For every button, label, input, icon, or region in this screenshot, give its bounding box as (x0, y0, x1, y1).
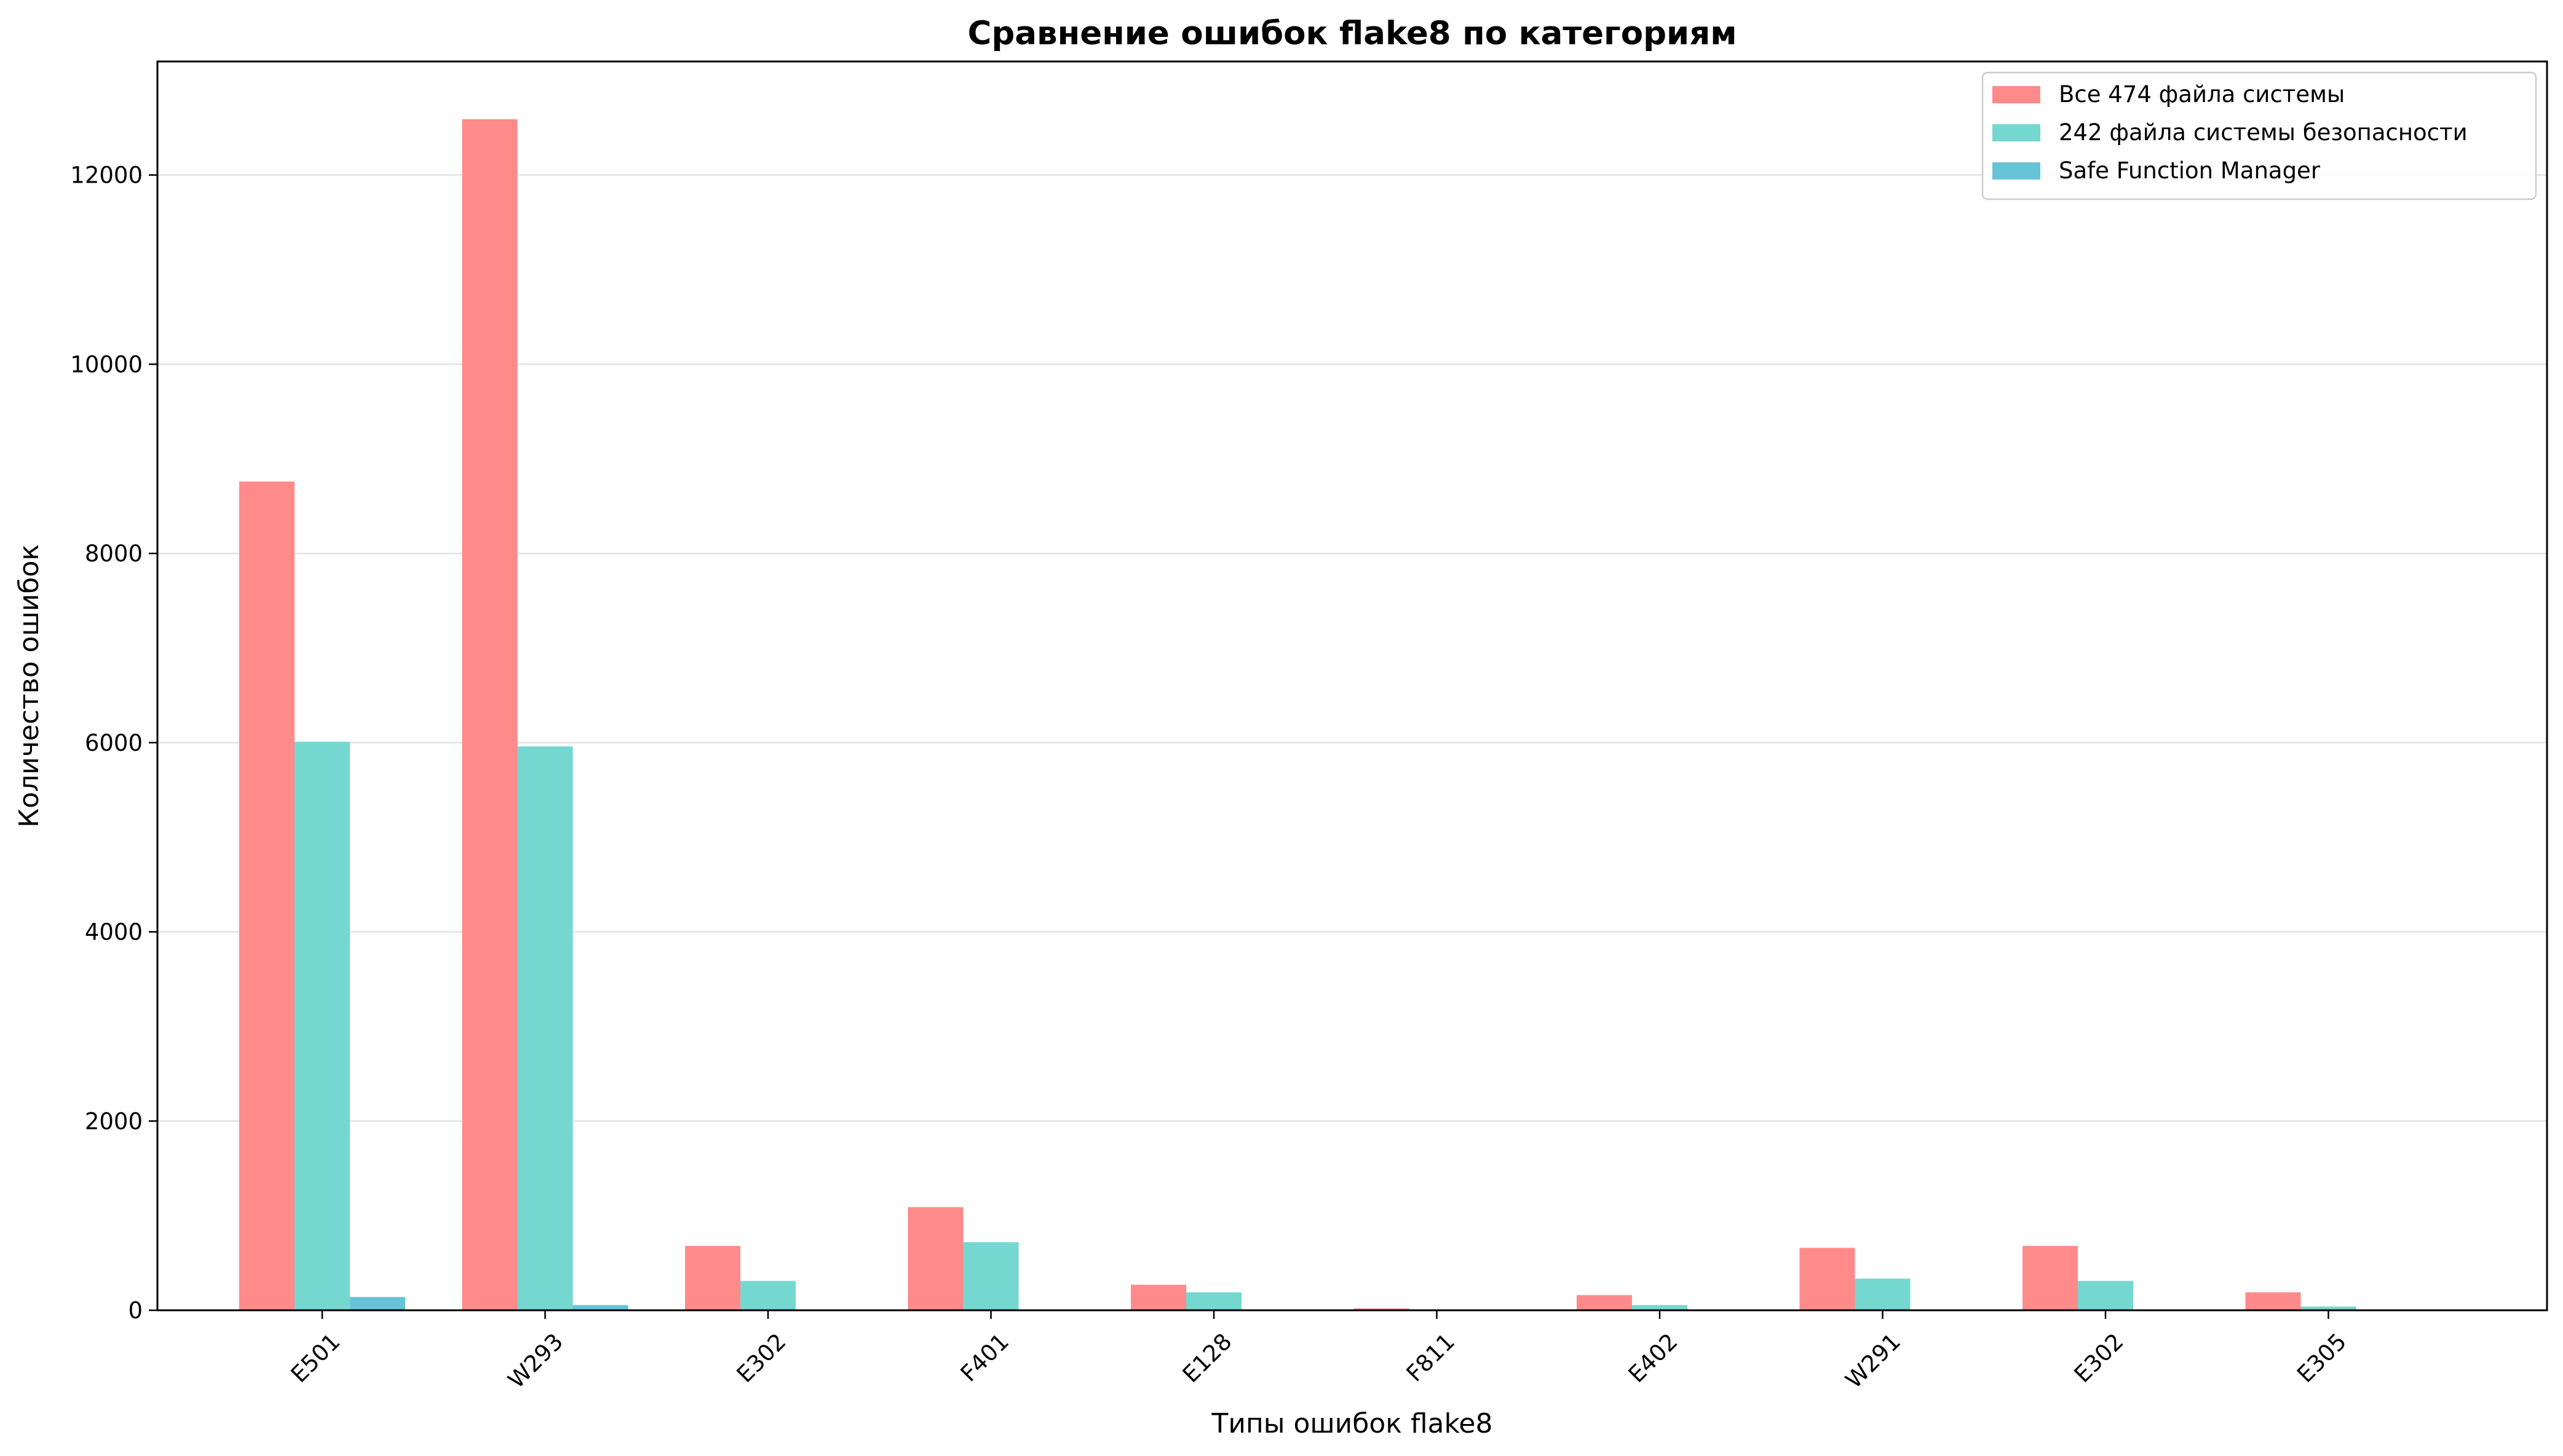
bar-1-e302 (685, 1246, 740, 1310)
bar-2-e302 (740, 1281, 796, 1310)
bar-1-w293 (462, 119, 518, 1310)
legend: Все 474 файла системы 242 файла системы б… (1981, 71, 2537, 200)
bar-3-w293 (572, 1305, 628, 1310)
legend-entry: Safe Function Manager (2059, 157, 2321, 184)
legend-entry: Все 474 файла системы (2059, 81, 2345, 108)
bar-3-e501 (350, 1297, 405, 1310)
legend-swatch (1992, 162, 2040, 180)
bar-2-w293 (517, 746, 573, 1310)
y-tick-label: 6000 (85, 730, 143, 756)
bar-2-e402 (1632, 1305, 1687, 1310)
bar-2-e128 (1186, 1292, 1242, 1310)
bar-1-e402 (1577, 1295, 1632, 1310)
y-tick-label: 0 (128, 1297, 143, 1324)
bar-1-e302 (2022, 1246, 2078, 1310)
legend-entry: 242 файла системы безопасности (2059, 119, 2468, 146)
bar-1-f811 (1353, 1308, 1409, 1310)
bar-1-e305 (2245, 1292, 2301, 1310)
legend-box (1981, 71, 2537, 200)
x-axis-label: Типы ошибок flake8 (1211, 1408, 1492, 1439)
y-axis: 0 2000 4000 6000 8000 10000 12000 (70, 162, 157, 1324)
y-tick-label: 12000 (70, 162, 143, 189)
bar-1-e128 (1131, 1284, 1186, 1310)
plot-frame (156, 60, 2548, 1312)
y-axis-label: Количество ошибок (14, 544, 45, 828)
bar-2-e305 (2300, 1306, 2356, 1310)
y-tick-label: 8000 (85, 540, 143, 567)
bar-2-w291 (1855, 1278, 1911, 1310)
legend-swatch (1992, 86, 2040, 103)
bar-1-f401 (908, 1207, 964, 1310)
y-tick-label: 2000 (85, 1108, 143, 1134)
bar-1-e501 (239, 481, 295, 1310)
bar-2-e302 (2078, 1281, 2133, 1310)
bar-1-w291 (1799, 1248, 1855, 1310)
chart-title: Сравнение ошибок flake8 по категориям (967, 15, 1737, 52)
y-tick-label: 10000 (70, 351, 143, 378)
bar-2-e501 (295, 742, 350, 1310)
y-tick-label: 4000 (85, 919, 143, 946)
legend-swatch (1992, 124, 2040, 141)
bars (239, 119, 2356, 1310)
bar-2-f401 (963, 1242, 1019, 1310)
